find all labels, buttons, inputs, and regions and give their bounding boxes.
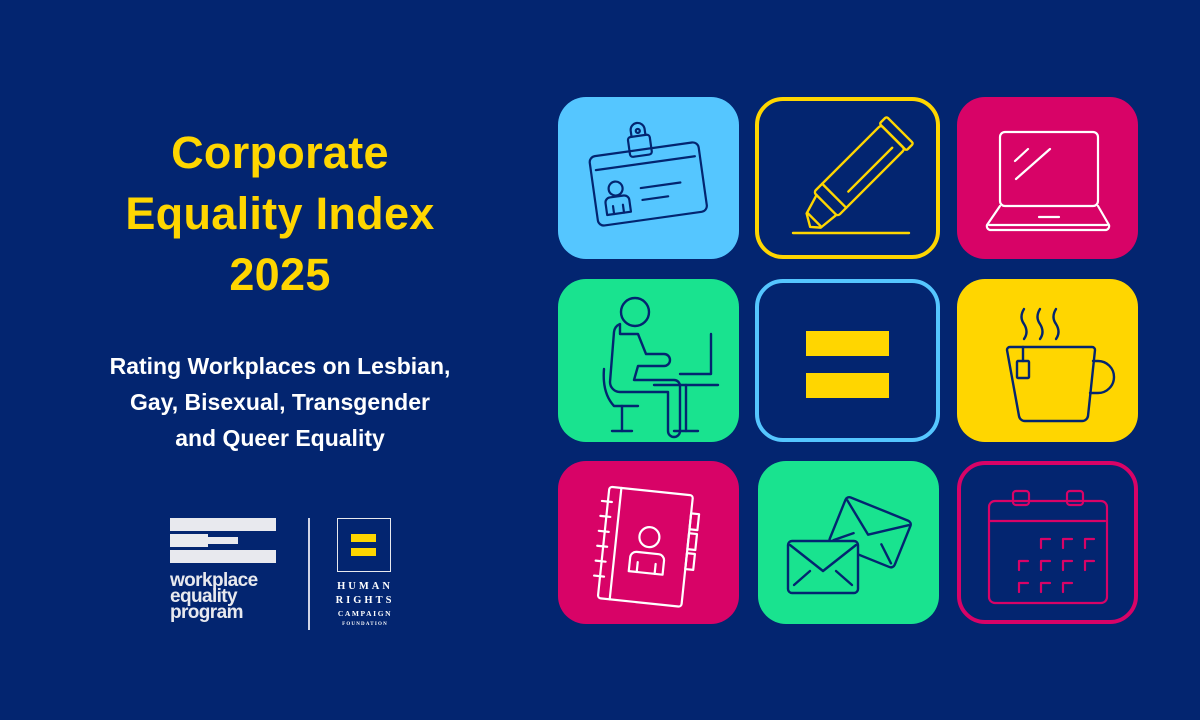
equal-sign-icon bbox=[806, 331, 889, 398]
wep-line: program bbox=[170, 602, 243, 623]
tile-id-badge bbox=[558, 97, 739, 259]
tile-address-book bbox=[558, 461, 739, 624]
subtitle-line: Rating Workplaces on Lesbian, bbox=[109, 353, 451, 379]
envelopes-icon bbox=[786, 495, 912, 595]
tea-cup-icon bbox=[1005, 307, 1116, 423]
calendar-icon bbox=[987, 489, 1109, 605]
tile-highlighter bbox=[755, 97, 940, 259]
subtitle: Rating Workplaces on Lesbian, Gay, Bisex… bbox=[0, 348, 560, 456]
tile-equal-sign bbox=[755, 279, 940, 442]
hrc-foundation-logo: HUMAN RIGHTS CAMPAIGN FOUNDATION bbox=[332, 518, 398, 629]
tile-person-at-desk bbox=[558, 279, 739, 442]
tile-laptop bbox=[957, 97, 1138, 259]
page-title: Corporate Equality Index 2025 bbox=[0, 122, 560, 305]
wep-line: workplace bbox=[170, 570, 258, 591]
subtitle-line: Gay, Bisexual, Transgender bbox=[130, 389, 430, 415]
tile-tea-cup bbox=[957, 279, 1138, 442]
tile-envelopes bbox=[758, 461, 939, 624]
wep-line: equality bbox=[170, 586, 238, 607]
subtitle-line: and Queer Equality bbox=[175, 425, 385, 451]
tile-calendar bbox=[957, 461, 1138, 624]
address-book-icon bbox=[592, 485, 701, 608]
hrc-line: CAMPAIGN bbox=[337, 609, 393, 618]
hrc-equal-sign-icon bbox=[337, 518, 391, 572]
title-line: Corporate bbox=[171, 127, 389, 178]
hrc-line: FOUNDATION bbox=[342, 622, 388, 627]
logo-divider bbox=[308, 518, 310, 630]
laptop-icon bbox=[985, 130, 1111, 232]
title-line: 2025 bbox=[229, 249, 331, 300]
hrc-logo-text: HUMAN RIGHTS CAMPAIGN FOUNDATION bbox=[332, 580, 398, 629]
highlighter-icon bbox=[791, 116, 914, 235]
hrc-line: HUMAN bbox=[337, 581, 393, 592]
title-line: Equality Index bbox=[125, 188, 435, 239]
person-at-desk-icon bbox=[602, 296, 720, 439]
workplace-equality-program-logo: workplace equality program bbox=[170, 518, 282, 630]
id-badge-icon bbox=[588, 121, 708, 227]
hrc-line: RIGHTS bbox=[335, 595, 395, 606]
wep-logo-text: workplace equality program bbox=[170, 570, 282, 623]
wep-logo-mark-icon bbox=[170, 518, 278, 564]
